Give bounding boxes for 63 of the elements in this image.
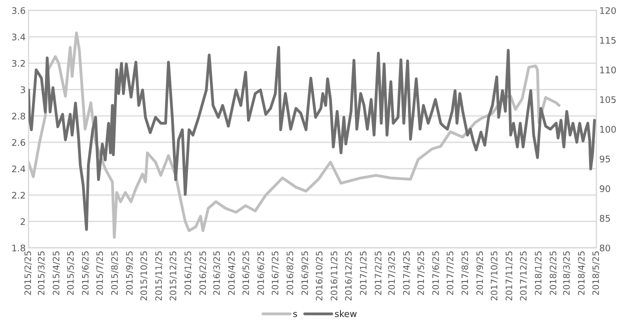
- y-tick-label: 2.8: [12, 112, 26, 120]
- x-tick-label: 2016/5/25: [242, 251, 250, 295]
- y-tick-label: 3.4: [12, 34, 26, 40]
- x-tick-label: 2015/9/25: [126, 251, 134, 295]
- y-tick-label: 2.6: [12, 139, 26, 146]
- x-tick-label: 2017/8/25: [462, 251, 469, 295]
- x-tick-label: 2015/3/25: [38, 251, 46, 295]
- x-tick-label: 2015/5/25: [67, 251, 74, 295]
- x-tick-label: 2015/12/25: [170, 251, 177, 300]
- y2-tick-label: 80: [600, 244, 610, 252]
- y2-tick-label: 120: [600, 7, 616, 14]
- x-tick-label: 2017/1/25: [360, 251, 368, 295]
- x-tick-label: 2016/12/25: [345, 251, 352, 300]
- x-tick-label: 2016/1/25: [184, 251, 192, 295]
- y-tick-label: 3.2: [12, 60, 25, 67]
- y2-tick-label: 105: [600, 96, 616, 104]
- x-tick-label: 2018/5/25: [592, 251, 600, 295]
- legend-label: s: [293, 312, 298, 318]
- y2-tick-label: 115: [600, 36, 616, 44]
- x-tick-label: 2017/3/25: [388, 251, 396, 295]
- x-tick-label: 2018/2/25: [550, 251, 558, 295]
- x-tick-label: 2017/10/25: [490, 251, 498, 300]
- x-tick-label: 2015/7/25: [96, 251, 104, 295]
- x-tick-label: 2016/3/25: [213, 251, 221, 295]
- x-tick-label: 2016/6/25: [257, 251, 265, 295]
- x-tick-label: 2017/7/25: [446, 251, 454, 295]
- x-tick-label: 2015/6/25: [82, 251, 90, 295]
- y2-tick-label: 95: [600, 156, 610, 162]
- line-series: [28, 31, 560, 239]
- x-tick-label: 2017/9/25: [476, 251, 484, 295]
- x-tick-label: 2015/10/25: [140, 251, 148, 300]
- y2-tick-label: 100: [600, 126, 616, 133]
- y2-tick-label: 110: [600, 66, 616, 74]
- x-tick-label: 2015/4/25: [52, 251, 60, 295]
- y-tick-label: 3.6: [12, 7, 26, 14]
- y-tick-label: 1.8: [12, 244, 26, 252]
- y2-tick-label: 85: [600, 214, 610, 222]
- x-tick-label: 2015/11/25: [155, 251, 163, 300]
- x-tick-label: 2018/4/25: [578, 251, 586, 295]
- x-tick-label: 2017/4/25: [403, 251, 410, 295]
- x-tick-label: 2016/9/25: [301, 251, 309, 295]
- x-tick-label: 2016/7/25: [272, 251, 280, 295]
- x-tick-label: 2018/1/25: [534, 251, 542, 295]
- x-tick-label: 2017/6/25: [432, 251, 440, 295]
- y-tick-label: 2: [20, 218, 25, 225]
- x-tick-label: 2017/12/25: [520, 251, 528, 300]
- y-tick-label: 2.4: [12, 165, 26, 172]
- x-tick-label: 2015/2/25: [24, 251, 32, 295]
- x-tick-label: 2018/3/25: [563, 251, 570, 295]
- x-tick-label: 2017/11/25: [506, 251, 513, 300]
- x-tick-label: 2016/4/25: [228, 251, 236, 295]
- line-series: [28, 46, 596, 231]
- y-tick-label: 3: [20, 86, 26, 94]
- y2-tick-label: 90: [600, 185, 610, 192]
- y-tick-label: 2.2: [12, 192, 25, 199]
- x-tick-label: 2016/2/25: [199, 251, 207, 295]
- x-tick-label: 2016/11/25: [330, 251, 338, 300]
- x-tick-label: 2016/10/25: [316, 251, 324, 300]
- x-tick-label: 2017/5/25: [417, 251, 425, 295]
- x-tick-label: 2015/8/25: [111, 251, 118, 295]
- x-tick-label: 2016/8/25: [286, 251, 294, 295]
- legend-label: skew: [334, 310, 357, 318]
- x-tick-label: 2017/2/25: [374, 251, 382, 295]
